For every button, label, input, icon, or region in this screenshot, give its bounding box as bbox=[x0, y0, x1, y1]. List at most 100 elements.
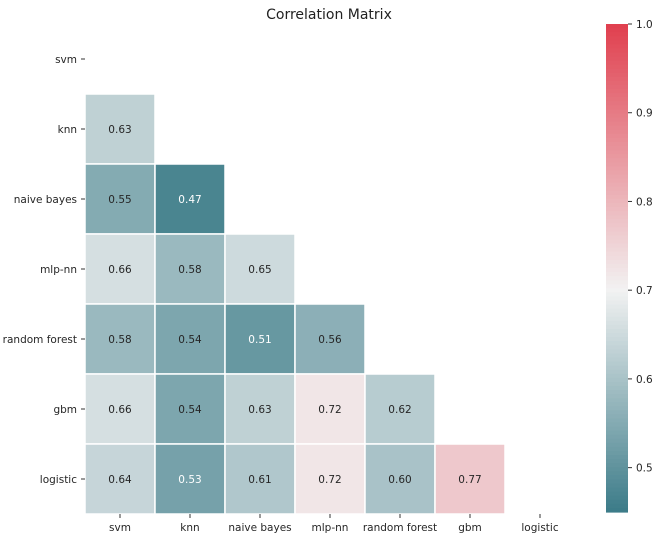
heatmap-cells: 0.63 0.55 0.47 0.66 0.58 0.65 0.58 0.54 0.51 0.56… bbox=[84, 93, 506, 515]
colorbar-segment bbox=[606, 361, 628, 367]
cell-logistic-gbm bbox=[434, 443, 506, 515]
colorbar-segment bbox=[606, 85, 628, 90]
colorbar-segment bbox=[606, 40, 628, 45]
cell-random-forest-mlp-nn bbox=[294, 303, 366, 375]
chart-title: Correlation Matrix bbox=[266, 7, 392, 23]
y-tick-label-gbm: gbm bbox=[53, 404, 77, 416]
colorbar-segment bbox=[606, 52, 628, 58]
colorbar-segment bbox=[606, 365, 628, 371]
colorbar-segment bbox=[606, 369, 628, 375]
cell-label-logistic-knn: 0.53 bbox=[178, 474, 201, 486]
colorbar-segment bbox=[606, 76, 628, 82]
colorbar-segment bbox=[606, 178, 628, 184]
colorbar-segment bbox=[606, 499, 628, 505]
colorbar-segment bbox=[606, 263, 628, 269]
colorbar-segment bbox=[606, 418, 628, 424]
colorbar-segment bbox=[606, 312, 628, 318]
colorbar-segment bbox=[606, 113, 628, 119]
colorbar-segment bbox=[606, 320, 628, 326]
colorbar-segment bbox=[606, 272, 628, 277]
colorbar-segment bbox=[606, 381, 628, 387]
colorbar-segment bbox=[606, 146, 628, 151]
colorbar-segment bbox=[606, 162, 628, 167]
cell-label-mlp-nn-naive-bayes: 0.65 bbox=[248, 264, 271, 276]
x-tick-label-naive-bayes: naive bayes bbox=[228, 522, 291, 534]
colorbar-segment bbox=[606, 487, 628, 493]
colorbar-segment bbox=[606, 426, 628, 432]
colorbar-segment bbox=[606, 32, 628, 37]
cell-logistic-naive-bayes bbox=[224, 443, 296, 515]
colorbar-segment bbox=[606, 125, 628, 131]
colorbar-segment bbox=[606, 455, 628, 460]
colorbar-segment bbox=[606, 97, 628, 102]
cell-label-logistic-naive-bayes: 0.61 bbox=[248, 474, 271, 486]
colorbar-segment bbox=[606, 434, 628, 440]
y-tick-label-random-forest: random forest bbox=[3, 334, 77, 346]
colorbar-segment bbox=[606, 24, 628, 29]
colorbar-segment bbox=[606, 109, 628, 115]
colorbar-segment bbox=[606, 430, 628, 436]
colorbar-tick-label-0-6: 0.6 bbox=[636, 374, 653, 386]
x-tick-label-gbm: gbm bbox=[458, 522, 482, 534]
colorbar-segment bbox=[606, 121, 628, 127]
cell-label-random-forest-mlp-nn: 0.56 bbox=[318, 334, 342, 346]
x-tick-label-logistic: logistic bbox=[521, 522, 558, 534]
cell-random-forest-knn bbox=[154, 303, 226, 375]
y-tick-label-naive-bayes: naive bayes bbox=[14, 194, 77, 206]
colorbar-segment bbox=[606, 507, 628, 513]
cell-label-gbm-random-forest: 0.62 bbox=[388, 404, 411, 416]
cell-label-mlp-nn-knn: 0.58 bbox=[178, 264, 201, 276]
colorbar-segment bbox=[606, 105, 628, 110]
colorbar-segment bbox=[606, 93, 628, 98]
colorbar-segment bbox=[606, 398, 628, 403]
colorbar-segment bbox=[606, 341, 628, 346]
colorbar-tick-label-0-7: 0.7 bbox=[636, 285, 653, 297]
colorbar-segment bbox=[606, 373, 628, 379]
colorbar-segment bbox=[606, 308, 628, 314]
colorbar-segment bbox=[606, 211, 628, 216]
colorbar-segment bbox=[606, 174, 628, 180]
colorbar-segment bbox=[606, 357, 628, 363]
colorbar-segment bbox=[606, 467, 628, 472]
colorbar-segment bbox=[606, 459, 628, 464]
x-tick-label-knn: knn bbox=[180, 522, 199, 534]
colorbar-segment bbox=[606, 137, 628, 143]
colorbar-segment bbox=[606, 422, 628, 428]
y-tick-labels: svm knn naive bayes mlp-nn random forest gbm l… bbox=[3, 54, 85, 486]
colorbar: 0.5 0.6 0.7 0.8 0.9 1.0 bbox=[606, 19, 653, 513]
cell-mlp-nn-naive-bayes bbox=[224, 233, 296, 305]
colorbar-segment bbox=[606, 296, 628, 302]
colorbar-segment bbox=[606, 259, 628, 265]
cell-label-logistic-mlp-nn: 0.72 bbox=[318, 474, 341, 486]
colorbar-segment bbox=[606, 101, 628, 106]
colorbar-segment bbox=[606, 329, 628, 334]
colorbar-segment bbox=[606, 219, 628, 224]
colorbar-segment bbox=[606, 410, 628, 415]
colorbar-segment bbox=[606, 186, 628, 192]
colorbar-segment bbox=[606, 56, 628, 62]
colorbar-segment bbox=[606, 300, 628, 306]
colorbar-segment bbox=[606, 117, 628, 123]
colorbar-tick-label-0-8: 0.8 bbox=[636, 196, 653, 208]
colorbar-segment bbox=[606, 284, 628, 289]
colorbar-segment bbox=[606, 349, 628, 354]
colorbar-segment bbox=[606, 390, 628, 395]
colorbar-segment bbox=[606, 268, 628, 273]
y-tick-label-knn: knn bbox=[58, 124, 77, 136]
colorbar-segment bbox=[606, 166, 628, 171]
colorbar-segment bbox=[606, 324, 628, 330]
colorbar-segment bbox=[606, 36, 628, 41]
colorbar-segment bbox=[606, 64, 628, 70]
colorbar-segment bbox=[606, 276, 628, 281]
colorbar-tick-label-1-0: 1.0 bbox=[636, 19, 653, 31]
cell-logistic-knn bbox=[154, 443, 226, 515]
cell-label-random-forest-knn: 0.54 bbox=[178, 334, 202, 346]
colorbar-segment bbox=[606, 215, 628, 220]
cell-naive-bayes-svm bbox=[84, 163, 156, 235]
colorbar-segment bbox=[606, 337, 628, 342]
x-tick-labels: svm knn naive bayes mlp-nn random forest gbm l… bbox=[109, 514, 559, 534]
colorbar-segment bbox=[606, 345, 628, 350]
colorbar-segment bbox=[606, 251, 628, 257]
colorbar-segment bbox=[606, 280, 628, 285]
